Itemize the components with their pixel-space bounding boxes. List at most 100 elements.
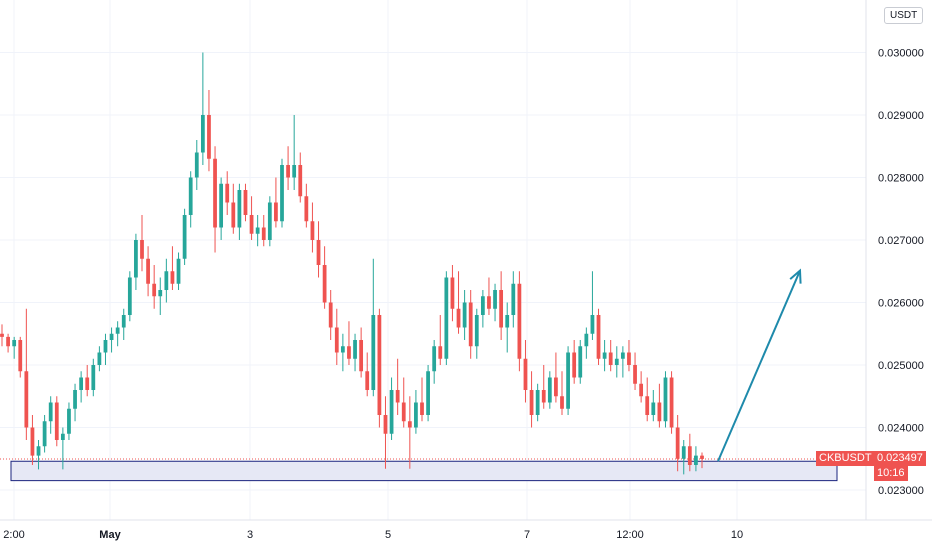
candle bbox=[328, 290, 333, 340]
candle bbox=[499, 271, 504, 340]
candle bbox=[140, 215, 144, 272]
candle bbox=[700, 452, 704, 469]
price-axis[interactable]: 0.030000 0.029000 0.028000 0.027000 0.026000… bbox=[878, 48, 924, 498]
candle bbox=[54, 396, 59, 447]
candle bbox=[377, 308, 382, 428]
candle bbox=[620, 346, 625, 378]
candle bbox=[675, 415, 680, 472]
candle bbox=[529, 371, 534, 428]
y-tick-label: 0.029000 bbox=[878, 110, 924, 122]
last-price-badge: 0.023497 bbox=[874, 451, 926, 466]
candle bbox=[554, 352, 558, 403]
candle bbox=[85, 365, 90, 397]
candle bbox=[286, 146, 290, 190]
grid-lines bbox=[0, 0, 866, 520]
candle bbox=[97, 346, 102, 372]
x-tick-label: 7 bbox=[524, 529, 530, 541]
candle bbox=[334, 308, 339, 365]
candle bbox=[18, 336, 23, 378]
candle bbox=[401, 377, 406, 428]
candle bbox=[213, 146, 217, 253]
candle bbox=[219, 177, 224, 240]
candle bbox=[681, 440, 686, 475]
candle bbox=[146, 246, 150, 297]
candle bbox=[566, 346, 570, 415]
candle bbox=[359, 327, 364, 378]
x-tick-label: 3 bbox=[247, 529, 253, 541]
x-tick-label: 10 bbox=[731, 529, 743, 541]
y-tick-label: 0.025000 bbox=[878, 360, 924, 372]
candle bbox=[91, 358, 96, 397]
candle bbox=[188, 171, 193, 228]
symbol-badge: CKBUSDT bbox=[816, 451, 875, 466]
candle bbox=[0, 324, 4, 347]
countdown-badge: 10:16 bbox=[874, 466, 908, 481]
candle bbox=[663, 371, 668, 428]
candle bbox=[480, 290, 485, 328]
y-tick-label: 0.027000 bbox=[878, 235, 924, 247]
y-tick-label: 0.026000 bbox=[878, 298, 924, 310]
candle bbox=[523, 340, 528, 403]
candle bbox=[42, 415, 47, 453]
candle bbox=[511, 271, 516, 328]
candle bbox=[170, 246, 175, 290]
candle bbox=[462, 290, 467, 340]
y-tick-label: 0.028000 bbox=[878, 173, 924, 185]
candle bbox=[200, 52, 205, 165]
time-axis[interactable]: 2:00 May 3 5 7 12:00 10 bbox=[3, 529, 743, 541]
candle bbox=[12, 336, 17, 359]
candle bbox=[456, 271, 461, 334]
candle bbox=[164, 258, 169, 303]
y-tick-label: 0.023000 bbox=[878, 485, 924, 497]
candle bbox=[572, 340, 577, 384]
candle bbox=[420, 377, 424, 422]
candle bbox=[493, 283, 497, 322]
candle bbox=[158, 277, 163, 315]
candle bbox=[614, 346, 619, 378]
candle bbox=[669, 371, 674, 434]
candle bbox=[395, 358, 400, 415]
candle bbox=[24, 308, 29, 440]
candle bbox=[67, 402, 71, 440]
candle bbox=[310, 202, 315, 253]
candle bbox=[365, 352, 370, 397]
candle bbox=[249, 196, 254, 240]
candle bbox=[407, 396, 412, 469]
candle bbox=[444, 271, 449, 365]
candle bbox=[627, 340, 631, 372]
candle bbox=[645, 377, 650, 422]
candle bbox=[316, 221, 321, 278]
candle bbox=[243, 183, 248, 222]
candle bbox=[657, 383, 662, 428]
candle bbox=[304, 183, 309, 228]
candle bbox=[115, 321, 120, 347]
candle bbox=[535, 383, 540, 422]
candle bbox=[207, 90, 211, 172]
candle bbox=[194, 140, 199, 190]
candle bbox=[73, 383, 77, 422]
candle bbox=[231, 183, 236, 234]
candle bbox=[322, 246, 327, 309]
support-zone[interactable] bbox=[10, 460, 838, 482]
candle bbox=[298, 152, 303, 203]
candle bbox=[121, 308, 126, 340]
x-tick-label: May bbox=[99, 529, 121, 541]
x-tick-label: 2:00 bbox=[3, 529, 24, 541]
candle bbox=[292, 115, 297, 190]
candle bbox=[274, 177, 278, 228]
candle bbox=[383, 396, 388, 469]
candle bbox=[182, 208, 187, 265]
y-tick-label: 0.030000 bbox=[878, 48, 924, 60]
currency-button[interactable]: USDT bbox=[884, 7, 924, 24]
candle bbox=[255, 215, 260, 247]
candle bbox=[639, 371, 644, 403]
candle bbox=[347, 321, 351, 365]
candle bbox=[36, 440, 41, 470]
candle bbox=[353, 333, 357, 372]
candle bbox=[608, 340, 613, 372]
projection-arrow[interactable] bbox=[717, 270, 801, 462]
candle bbox=[280, 158, 284, 228]
x-tick-label: 12:00 bbox=[616, 529, 644, 541]
candle bbox=[468, 290, 473, 359]
candle bbox=[687, 433, 692, 472]
